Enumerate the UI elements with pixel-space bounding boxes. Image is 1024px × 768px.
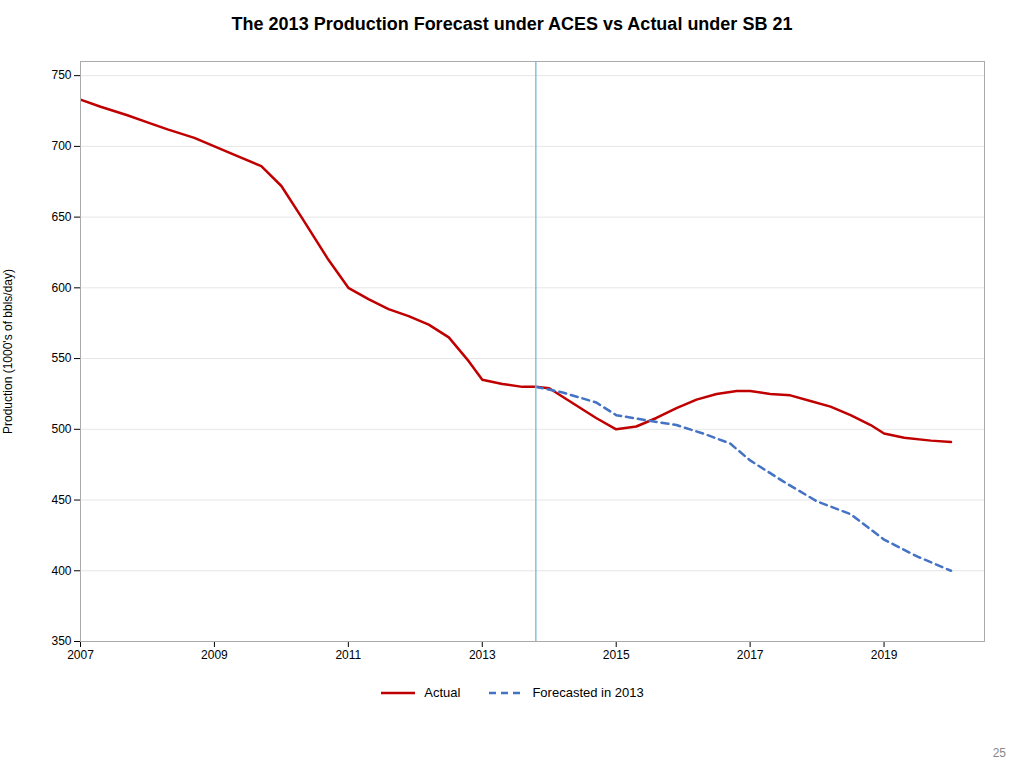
html-text:Forecasted in 2013: Forecasted in 2013 <box>532 685 644 700</box>
html-text:The 2013 Production Forecast u: The 2013 Production Forecast under ACES … <box>231 14 793 34</box>
svg-text:700: 700 <box>51 139 71 153</box>
svg-text:2019: 2019 <box>871 648 898 662</box>
svg-text:400: 400 <box>51 564 71 578</box>
svg-text:2007: 2007 <box>67 648 94 662</box>
svg-text:550: 550 <box>51 351 71 365</box>
svg-text:500: 500 <box>51 422 71 436</box>
svg-text:2009: 2009 <box>201 648 228 662</box>
svg-text:350: 350 <box>51 634 71 648</box>
svg-text:Production (1000's of bbls/day: Production (1000's of bbls/day) <box>1 269 15 434</box>
svg-text:750: 750 <box>51 68 71 82</box>
svg-text:2013: 2013 <box>469 648 496 662</box>
svg-text:650: 650 <box>51 210 71 224</box>
svg-text:450: 450 <box>51 493 71 507</box>
svg-text:2015: 2015 <box>603 648 630 662</box>
html-text:25: 25 <box>992 746 1006 760</box>
svg-text:2017: 2017 <box>737 648 764 662</box>
svg-text:600: 600 <box>51 281 71 295</box>
html-text:Actual: Actual <box>424 685 461 700</box>
svg-text:2011: 2011 <box>335 648 361 662</box>
